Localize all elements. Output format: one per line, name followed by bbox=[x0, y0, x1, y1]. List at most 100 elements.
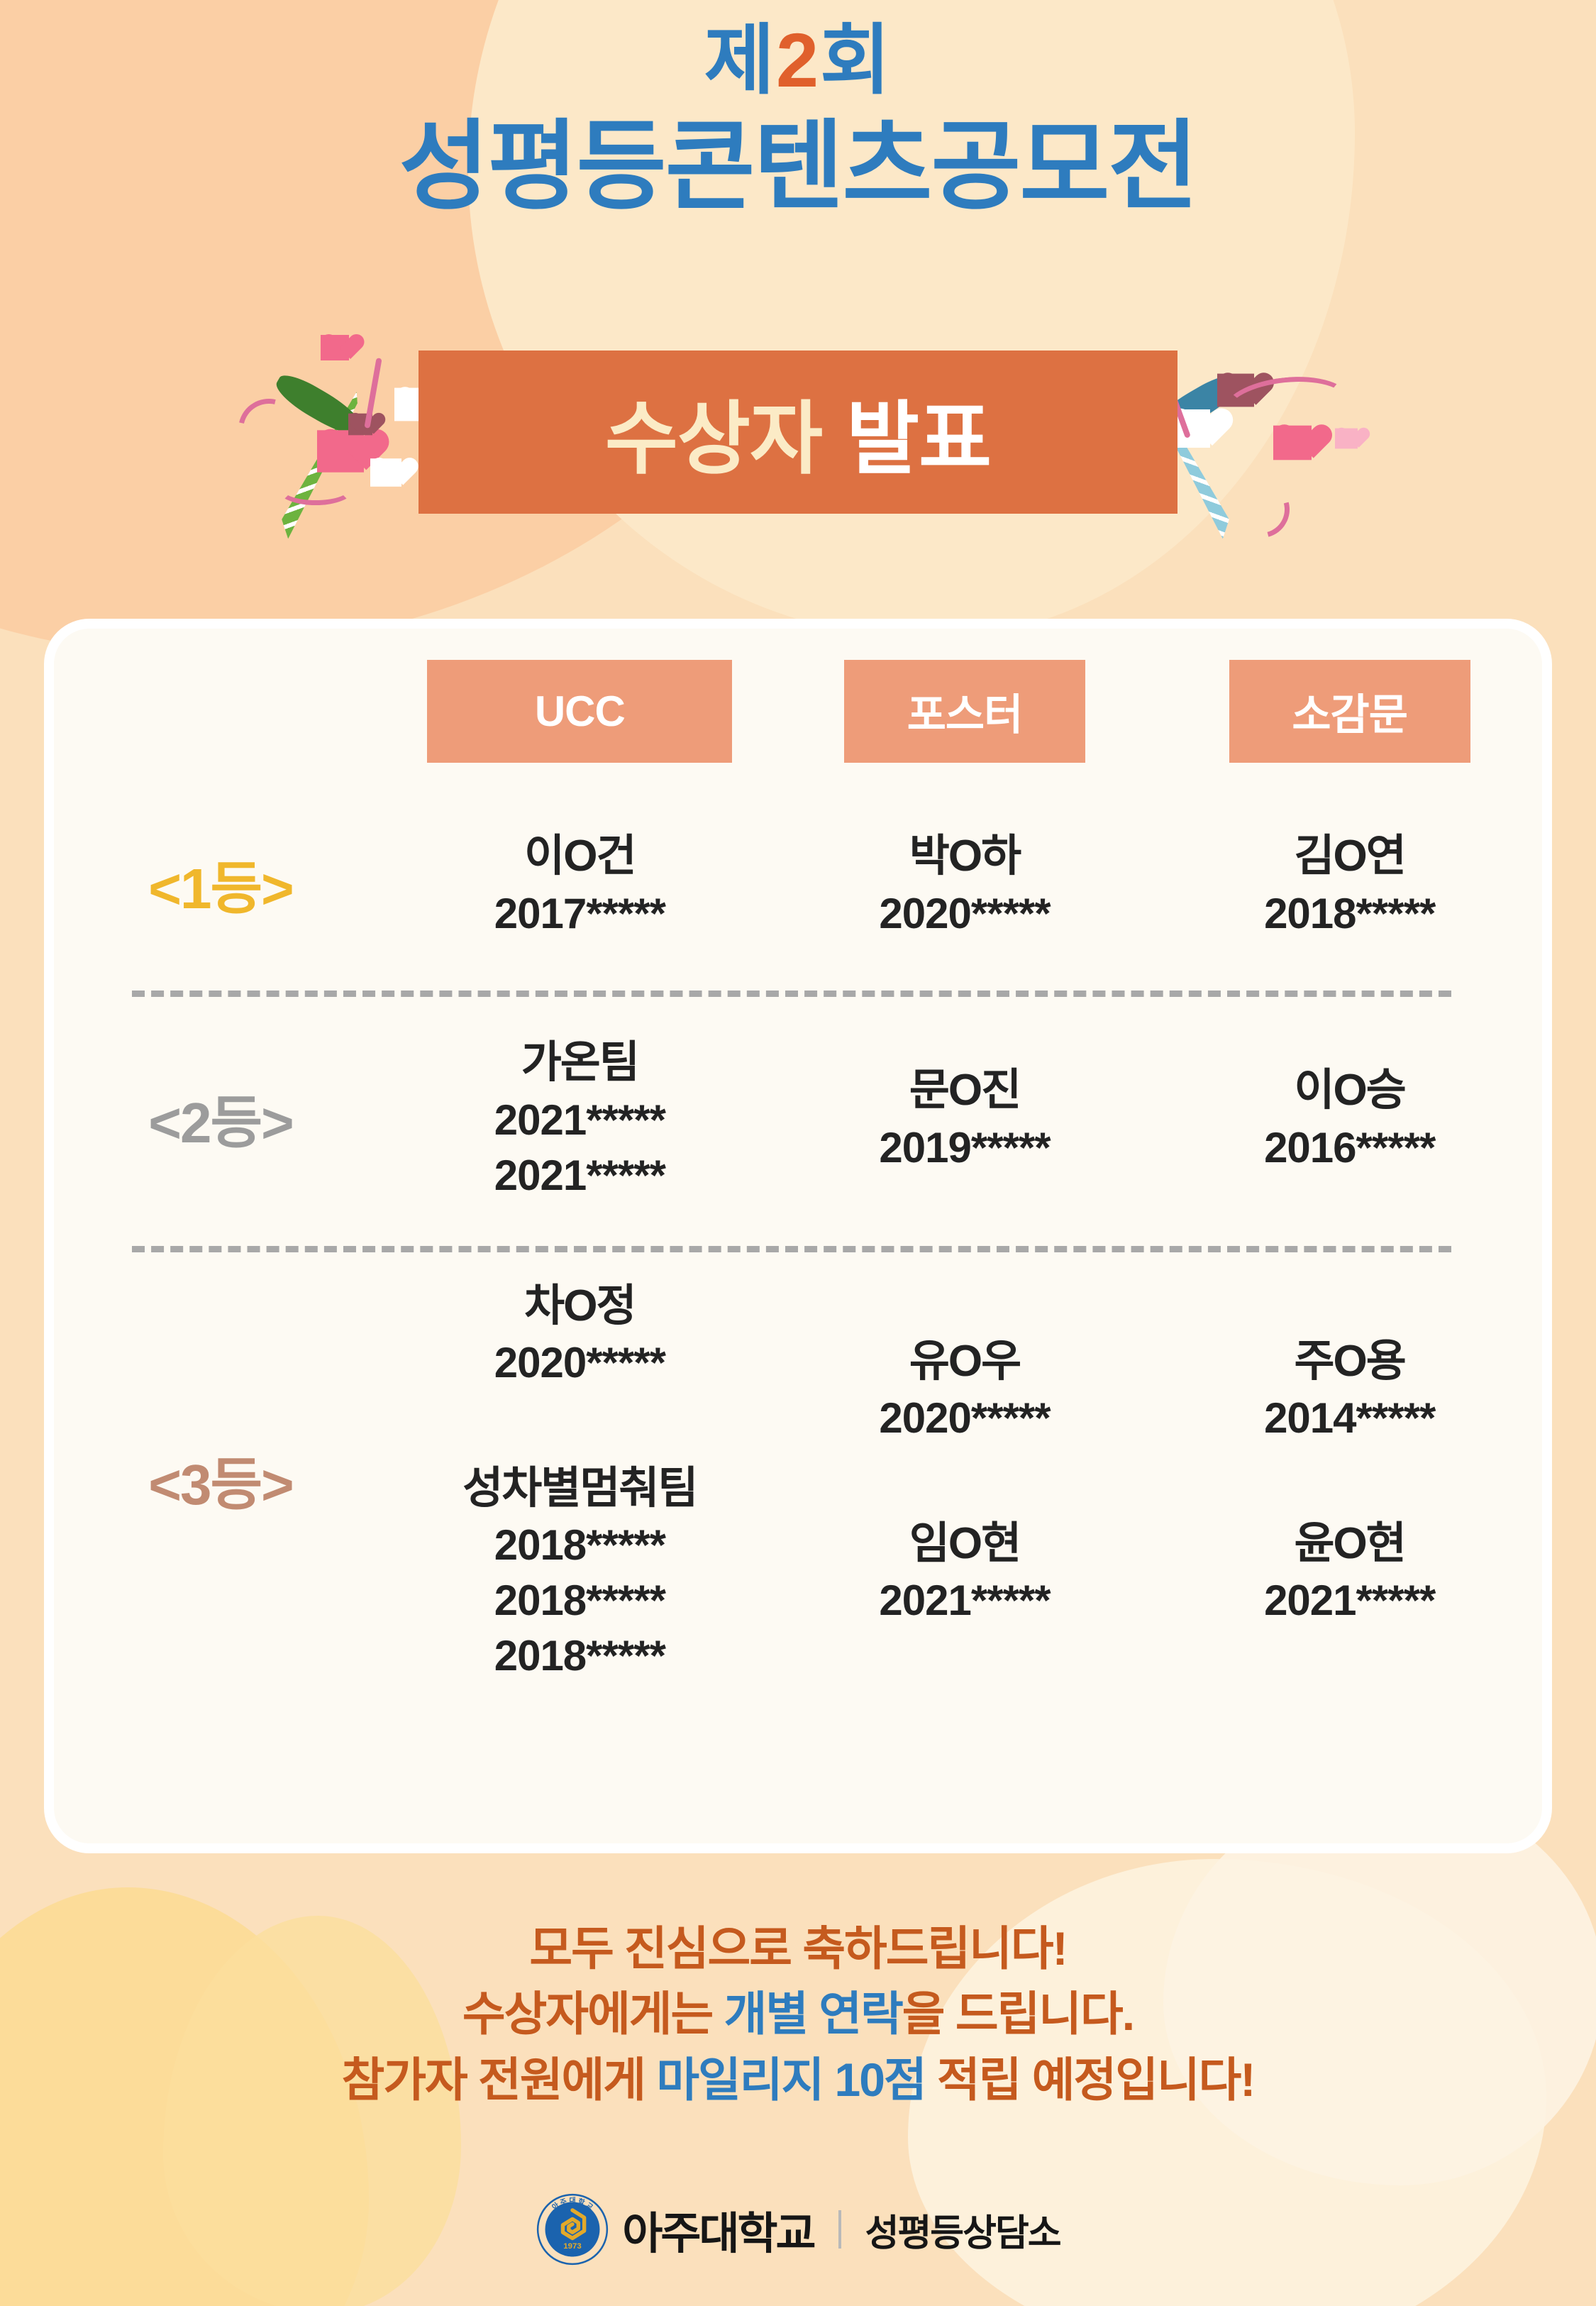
poster-title-block: 제2회 성평등콘텐츠공모전 bbox=[0, 20, 1596, 219]
table-row: <2등> 가온팀 2021***** 2021***** 문O진 2019***** 이O승… bbox=[54, 991, 1542, 1246]
winner-name: 임O현 bbox=[909, 1519, 1021, 1568]
award-banner-area: 수상자 발표 bbox=[0, 333, 1596, 575]
winners-card: UCC 포스터 소감문 <1등> 이O건 2017***** 박O하 2020***** 김O… bbox=[44, 619, 1552, 1853]
winner-name: 주O용 bbox=[1294, 1336, 1407, 1386]
rank-label-1: <1등> bbox=[148, 857, 294, 920]
winner-student-id: 2020***** bbox=[879, 1394, 1051, 1442]
winner-entry: 주O용 2014***** bbox=[1264, 1332, 1436, 1446]
page-title: 성평등콘텐츠공모전 bbox=[399, 112, 1199, 222]
confetti-heart-lightpink-r bbox=[1335, 428, 1358, 449]
message-line-3: 참가자 전원에게 마일리지 10점 적립 예정입니다! bbox=[0, 2047, 1596, 2112]
confetti-swirl-2 bbox=[278, 474, 353, 505]
message-line-2-a: 수상자에게는 bbox=[462, 1987, 724, 2041]
winner-student-id: 2021***** bbox=[879, 1577, 1051, 1625]
category-chip-1: UCC bbox=[427, 660, 733, 763]
table-header-cell: 포스터 bbox=[772, 660, 1158, 763]
poster-edition-prefix: 제 bbox=[704, 17, 776, 103]
winner-name: 차O정 bbox=[524, 1281, 636, 1330]
entry-cell: 김O연 2018***** bbox=[1157, 827, 1542, 941]
confetti-heart-maroon-r bbox=[1217, 373, 1254, 407]
winner-student-id: 2016***** bbox=[1264, 1123, 1436, 1171]
rank-label-3: <3등> bbox=[148, 1453, 294, 1516]
banner-text-announcement: 발표 bbox=[846, 395, 992, 483]
background-blob-yellow-left-2 bbox=[163, 1916, 461, 2306]
row-divider bbox=[132, 1246, 1451, 1252]
party-popper-green bbox=[213, 333, 468, 589]
winner-name: 김O연 bbox=[1294, 832, 1407, 881]
winner-name: 유O우 bbox=[909, 1336, 1021, 1386]
winner-name: 성차별멈춰팀 bbox=[462, 1464, 698, 1513]
closing-message: 모두 진심으로 축하드립니다! 수상자에게는 개별 연락을 드립니다. 참가자 … bbox=[0, 1916, 1596, 2112]
winner-student-id: 2018***** bbox=[494, 1632, 666, 1680]
poster-edition-suffix: 회 bbox=[820, 17, 892, 103]
message-line-2-b: 을 드립니다. bbox=[902, 1987, 1135, 2041]
header-rank-spacer bbox=[54, 660, 387, 763]
row-divider bbox=[132, 991, 1451, 997]
message-line-2: 수상자에게는 개별 연락을 드립니다. bbox=[0, 1981, 1596, 2046]
entry-cell: 차O정 2020***** 성차별멈춰팀 2018***** 2018***** 2018… bbox=[387, 1276, 772, 1684]
winner-name: 이O건 bbox=[524, 832, 636, 881]
winner-entry: 가온팀 2021***** 2021***** bbox=[494, 1033, 666, 1203]
winner-student-id: 2021***** bbox=[1264, 1577, 1436, 1625]
winner-student-id: 2020***** bbox=[879, 889, 1051, 937]
poster-edition: 제2회 bbox=[0, 20, 1596, 100]
winner-name: 가온팀 bbox=[521, 1038, 640, 1088]
row-entries: 차O정 2020***** 성차별멈춰팀 2018***** 2018***** 2018… bbox=[387, 1276, 1542, 1684]
winner-student-id: 2021***** bbox=[494, 1096, 666, 1144]
confetti-heart-pink bbox=[321, 335, 349, 360]
winner-student-id: 2018***** bbox=[494, 1577, 666, 1625]
message-line-3-highlight: 마일리지 10점 bbox=[656, 2053, 926, 2106]
entry-cell: 문O진 2019***** bbox=[772, 1033, 1158, 1203]
winner-name: 박O하 bbox=[909, 832, 1021, 881]
confetti-heart-pink-r bbox=[1273, 425, 1312, 460]
category-chip-3: 소감문 bbox=[1229, 660, 1470, 763]
footer-university-name: 아주대학교 bbox=[622, 2210, 816, 2258]
winner-student-id: 2014***** bbox=[1264, 1394, 1436, 1442]
entry-cell: 가온팀 2021***** 2021***** bbox=[387, 1033, 772, 1203]
winner-name: 문O진 bbox=[909, 1066, 1021, 1115]
winner-student-id: 2018***** bbox=[494, 1521, 666, 1569]
table-row: <1등> 이O건 2017***** 박O하 2020***** 김O연 2018***** bbox=[54, 778, 1542, 991]
ajou-university-emblem-icon: 1973 아 주 대 학 교 AJOU UNIVERSITY bbox=[537, 2193, 609, 2266]
row-entries: 가온팀 2021***** 2021***** 문O진 2019***** 이O승 2016… bbox=[387, 1033, 1542, 1203]
winner-entry: 성차별멈춰팀 2018***** 2018***** 2018***** bbox=[462, 1459, 698, 1684]
winner-student-id: 2018***** bbox=[1264, 889, 1436, 937]
rank-label-2: <2등> bbox=[148, 1091, 294, 1154]
emblem-year: 1973 bbox=[564, 2242, 582, 2251]
winner-entry: 박O하 2020***** bbox=[879, 827, 1051, 941]
entry-cell: 이O건 2017***** bbox=[387, 827, 772, 941]
winner-entry: 이O승 2016***** bbox=[1264, 1061, 1436, 1175]
confetti-swirl-r2 bbox=[1222, 470, 1300, 548]
entry-cell: 박O하 2020***** bbox=[772, 827, 1158, 941]
winner-name: 이O승 bbox=[1294, 1066, 1407, 1115]
table-column-headers: UCC 포스터 소감문 bbox=[54, 660, 1542, 763]
winner-student-id: 2017***** bbox=[494, 889, 666, 937]
winner-student-id: 2021***** bbox=[494, 1151, 666, 1199]
entry-cell: 이O승 2016***** bbox=[1157, 1033, 1542, 1203]
banner-text-winners: 수상자 bbox=[604, 395, 823, 483]
winner-student-id: 2020***** bbox=[494, 1339, 666, 1386]
footer-office-name: 성평등상담소 bbox=[865, 2212, 1062, 2254]
row-entries: 이O건 2017***** 박O하 2020***** 김O연 2018***** bbox=[387, 827, 1542, 941]
confetti-heart-white-2 bbox=[370, 458, 401, 487]
winner-entry: 차O정 2020***** bbox=[494, 1276, 666, 1391]
winner-entry: 김O연 2018***** bbox=[1264, 827, 1436, 941]
table-header-cell: 소감문 bbox=[1157, 660, 1542, 763]
winner-entry: 문O진 2019***** bbox=[879, 1061, 1051, 1175]
entry-cell: 주O용 2014***** 윤O현 2021***** bbox=[1157, 1276, 1542, 1684]
confetti-heart-pink-big bbox=[317, 430, 364, 473]
message-line-1: 모두 진심으로 축하드립니다! bbox=[529, 1922, 1068, 1975]
entry-cell: 유O우 2020***** 임O현 2021***** bbox=[772, 1276, 1158, 1684]
footer-divider bbox=[838, 2210, 841, 2249]
winners-table-body: <1등> 이O건 2017***** 박O하 2020***** 김O연 2018*****… bbox=[54, 778, 1542, 1714]
message-line-3-a: 참가자 전원에게 bbox=[341, 2053, 657, 2106]
award-banner: 수상자 발표 bbox=[419, 351, 1177, 514]
winner-student-id: 2019***** bbox=[879, 1123, 1051, 1171]
message-line-2-highlight: 개별 연락 bbox=[724, 1987, 904, 2041]
footer: 1973 아 주 대 학 교 AJOU UNIVERSITY 아주대학교 성평등… bbox=[0, 2192, 1596, 2266]
message-line-3-b: 적립 예정입니다! bbox=[925, 2053, 1256, 2106]
table-row: <3등> 차O정 2020***** 성차별멈춰팀 2018***** 2018*****… bbox=[54, 1246, 1542, 1714]
category-chip-2: 포스터 bbox=[844, 660, 1085, 763]
poster-edition-number: 2 bbox=[775, 17, 821, 103]
